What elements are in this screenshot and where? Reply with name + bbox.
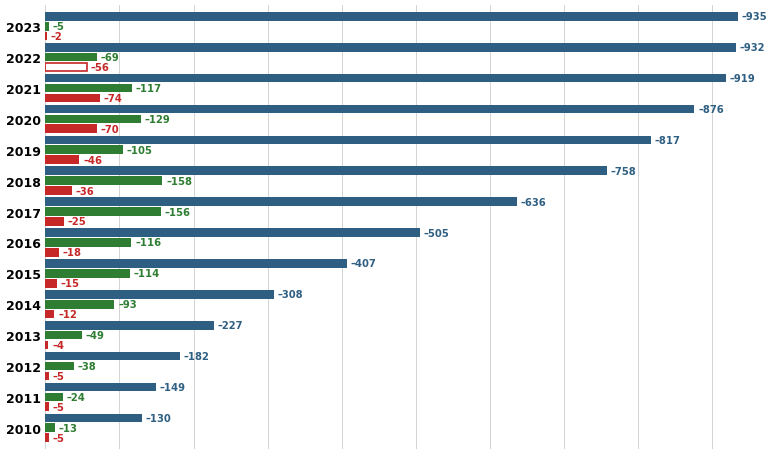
Text: –114: –114 (134, 269, 159, 279)
Bar (45, 372, 49, 380)
Bar (45, 341, 48, 349)
Bar (45, 115, 141, 124)
Bar (45, 321, 214, 330)
Bar (45, 167, 607, 176)
Text: –919: –919 (730, 74, 755, 84)
Text: –24: –24 (67, 392, 86, 402)
Bar (45, 434, 49, 442)
Text: –49: –49 (86, 330, 104, 340)
Text: –13: –13 (59, 423, 78, 433)
Bar (45, 156, 79, 165)
Text: –149: –149 (159, 382, 185, 392)
Bar (45, 54, 96, 62)
Text: –5: –5 (53, 402, 65, 412)
Text: –758: –758 (611, 167, 636, 177)
Text: –817: –817 (654, 136, 680, 146)
Text: –876: –876 (698, 105, 724, 115)
Text: –69: –69 (100, 53, 119, 63)
Bar (45, 238, 131, 247)
Text: –5: –5 (53, 433, 65, 443)
Bar (45, 146, 123, 155)
Text: –505: –505 (423, 228, 449, 238)
Text: –129: –129 (145, 115, 170, 125)
Bar (45, 331, 82, 340)
Bar (45, 13, 738, 21)
Bar (45, 33, 47, 41)
Text: –407: –407 (351, 259, 377, 269)
Bar (45, 125, 97, 134)
Bar (45, 106, 695, 114)
Text: –130: –130 (145, 413, 171, 423)
Text: –56: –56 (90, 63, 110, 73)
Bar (45, 64, 87, 72)
Text: –70: –70 (101, 125, 120, 135)
Text: –93: –93 (118, 299, 137, 309)
Bar (45, 310, 54, 319)
Bar (45, 217, 64, 226)
Text: –935: –935 (741, 12, 767, 22)
Bar (45, 290, 274, 299)
Text: –12: –12 (58, 309, 77, 319)
Text: –182: –182 (184, 351, 210, 361)
Bar (45, 177, 163, 186)
Bar (45, 23, 49, 31)
Bar (45, 187, 72, 196)
Text: –18: –18 (62, 248, 82, 258)
Bar (45, 208, 161, 217)
Bar (45, 248, 59, 257)
Bar (45, 393, 63, 401)
Text: –116: –116 (135, 238, 161, 248)
Bar (45, 383, 156, 391)
Text: –227: –227 (217, 320, 243, 330)
Text: –74: –74 (104, 94, 123, 104)
Bar (45, 279, 57, 288)
Bar (45, 85, 132, 93)
Text: –156: –156 (165, 207, 191, 217)
Bar (45, 44, 736, 52)
Text: –15: –15 (60, 278, 79, 288)
Bar (45, 403, 49, 411)
Bar (45, 352, 180, 361)
Bar (45, 362, 74, 370)
Text: –38: –38 (77, 361, 96, 371)
Bar (45, 300, 114, 309)
Text: –308: –308 (277, 290, 303, 300)
Bar (45, 414, 142, 422)
Text: –5: –5 (53, 22, 65, 32)
Text: –36: –36 (75, 186, 95, 196)
Text: –117: –117 (136, 84, 162, 94)
Text: –4: –4 (52, 340, 64, 350)
Text: –158: –158 (166, 176, 192, 186)
Bar (45, 136, 650, 145)
Bar (45, 198, 517, 207)
Text: –2: –2 (51, 32, 62, 42)
Bar (45, 424, 55, 432)
Text: –105: –105 (127, 146, 152, 156)
Text: –25: –25 (68, 217, 86, 227)
Bar (45, 229, 419, 238)
Text: –46: –46 (83, 155, 102, 165)
Text: –636: –636 (520, 197, 546, 207)
Text: –932: –932 (740, 43, 765, 53)
Text: –5: –5 (53, 371, 65, 381)
Bar (45, 269, 130, 278)
Bar (45, 94, 100, 103)
Bar (45, 75, 726, 83)
Bar (45, 259, 347, 268)
